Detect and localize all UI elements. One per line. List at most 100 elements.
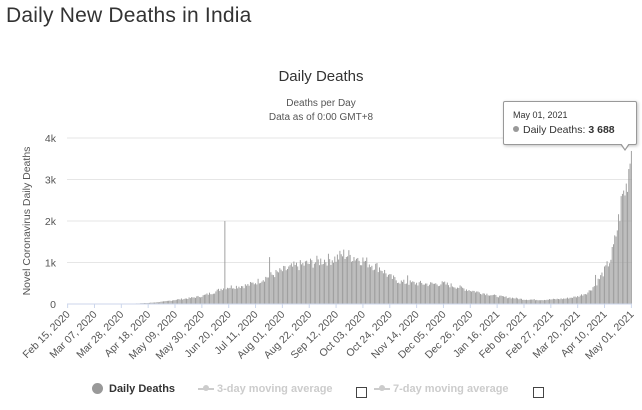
bar[interactable] [274,277,276,304]
legend-item-3-day-average[interactable]: 3-day moving average [198,383,333,395]
bar[interactable] [342,256,343,304]
bar[interactable] [228,288,230,304]
bar[interactable] [284,266,286,304]
bar[interactable] [312,267,314,304]
bar[interactable] [330,264,332,304]
bar[interactable] [209,292,210,304]
bar[interactable] [174,300,176,304]
bar[interactable] [169,300,171,304]
bar[interactable] [436,284,438,304]
bar[interactable] [505,296,507,304]
bar[interactable] [510,298,512,304]
bar[interactable] [604,266,605,304]
bar[interactable] [619,221,621,304]
bar[interactable] [255,283,257,304]
bar[interactable] [195,297,196,304]
bar[interactable] [574,296,576,304]
bar[interactable] [533,299,535,304]
bar[interactable] [261,281,263,304]
bar[interactable] [596,285,598,304]
bar[interactable] [403,279,405,304]
bar[interactable] [316,255,318,304]
bar[interactable] [555,299,557,304]
bar[interactable] [371,265,373,304]
bar[interactable] [404,283,406,304]
bar[interactable] [151,302,153,304]
bar[interactable] [412,281,414,304]
bar[interactable] [279,268,281,304]
bar[interactable] [620,196,622,304]
bar[interactable] [569,297,571,304]
bar[interactable] [506,298,508,304]
bar[interactable] [628,169,630,304]
bar[interactable] [504,296,506,304]
bar[interactable] [299,260,301,304]
bar[interactable] [435,283,437,304]
bar[interactable] [450,283,452,304]
bar[interactable] [390,274,392,304]
bar[interactable] [238,286,240,304]
bar[interactable] [242,286,244,304]
bar[interactable] [405,283,407,304]
bar[interactable] [166,300,168,304]
bar[interactable] [460,286,462,304]
bar[interactable] [361,265,363,304]
bar[interactable] [583,294,585,304]
bar[interactable] [613,244,614,304]
bar[interactable] [281,271,283,304]
bar[interactable] [357,257,359,304]
bar[interactable] [188,297,190,304]
bar[interactable] [591,290,593,304]
bar[interactable] [148,302,150,304]
bar[interactable] [477,291,479,304]
bar[interactable] [247,284,249,304]
bar[interactable] [244,284,246,304]
bar[interactable] [432,283,434,304]
bar[interactable] [427,286,429,304]
bar[interactable] [606,261,608,304]
bar[interactable] [269,257,271,304]
bar[interactable] [466,289,467,304]
bar[interactable] [602,276,604,304]
bar[interactable] [206,293,208,304]
bar[interactable] [202,295,204,304]
bar[interactable] [335,261,337,304]
bar[interactable] [563,298,565,304]
bar[interactable] [349,254,351,304]
bar[interactable] [183,299,185,304]
bar[interactable] [623,190,625,304]
bar[interactable] [396,283,398,304]
bar[interactable] [161,301,163,304]
bar[interactable] [503,296,504,304]
bar[interactable] [611,247,613,304]
bar[interactable] [264,281,265,304]
bar[interactable] [592,287,594,304]
bar[interactable] [480,293,481,304]
bar[interactable] [211,294,213,304]
bar[interactable] [453,287,455,304]
bar[interactable] [147,302,149,304]
bar[interactable] [197,295,199,304]
bar[interactable] [581,294,582,304]
bar[interactable] [321,264,323,304]
bar[interactable] [417,285,419,304]
bar[interactable] [329,259,331,304]
bar[interactable] [446,282,448,304]
bar[interactable] [367,267,369,304]
bar[interactable] [408,284,410,304]
bar[interactable] [386,276,388,304]
bar[interactable] [252,282,254,304]
bar[interactable] [546,299,548,304]
bar[interactable] [156,302,158,304]
bar[interactable] [448,285,450,304]
bar[interactable] [609,263,611,304]
bar[interactable] [178,299,180,304]
bar[interactable] [184,298,186,304]
bar[interactable] [531,299,533,304]
bar[interactable] [214,293,216,304]
bar[interactable] [241,286,242,304]
bar[interactable] [338,259,340,304]
bar[interactable] [558,299,559,304]
bar[interactable] [191,297,193,304]
bar[interactable] [607,266,609,304]
